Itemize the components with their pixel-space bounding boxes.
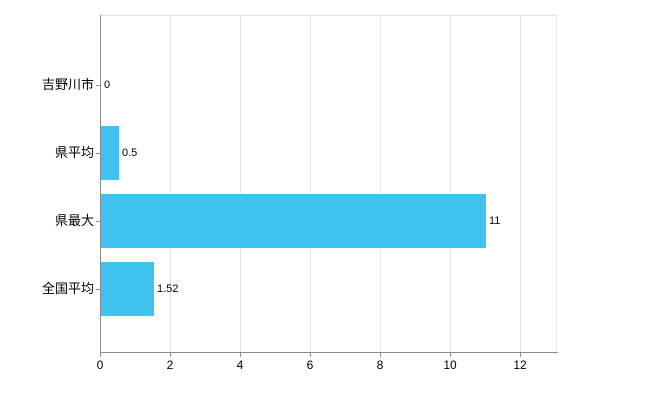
x-tick-mark	[450, 353, 451, 357]
gridline	[240, 15, 241, 352]
x-tick-label: 0	[96, 358, 104, 372]
category-label: 県最大	[54, 213, 94, 228]
x-tick-mark	[100, 353, 101, 357]
gridline	[450, 15, 451, 352]
category-label: 県平均	[54, 145, 94, 160]
value-label: 0.5	[122, 147, 138, 159]
value-label: 11	[489, 215, 501, 227]
bar-全国平均	[101, 262, 154, 316]
x-tick-mark	[520, 353, 521, 357]
x-tick-label: 8	[376, 358, 384, 372]
gridline	[310, 15, 311, 352]
x-tick-label: 10	[443, 358, 457, 372]
gridline	[380, 15, 381, 352]
y-tick-mark	[96, 153, 100, 154]
x-axis-line	[100, 352, 558, 353]
plot-right-border	[556, 15, 557, 352]
bar-県平均	[101, 126, 119, 180]
plot-top-border	[100, 15, 557, 16]
gridline	[170, 15, 171, 352]
x-tick-mark	[380, 353, 381, 357]
x-tick-mark	[170, 353, 171, 357]
y-tick-mark	[96, 85, 100, 86]
x-tick-label: 12	[513, 358, 527, 372]
x-tick-mark	[240, 353, 241, 357]
gridline	[520, 15, 521, 352]
x-tick-label: 6	[306, 358, 314, 372]
x-tick-label: 4	[236, 358, 244, 372]
bar-県最大	[101, 194, 486, 248]
y-tick-mark	[96, 289, 100, 290]
plot-area: 0 0.5 11 1.52	[100, 15, 557, 352]
x-tick-label: 2	[166, 358, 174, 372]
category-label: 吉野川市	[41, 77, 94, 92]
value-label: 1.52	[157, 283, 179, 295]
y-tick-mark	[96, 221, 100, 222]
y-axis-line	[100, 15, 101, 353]
x-tick-mark	[310, 353, 311, 357]
category-label: 全国平均	[41, 281, 94, 296]
value-label: 0	[104, 79, 111, 91]
